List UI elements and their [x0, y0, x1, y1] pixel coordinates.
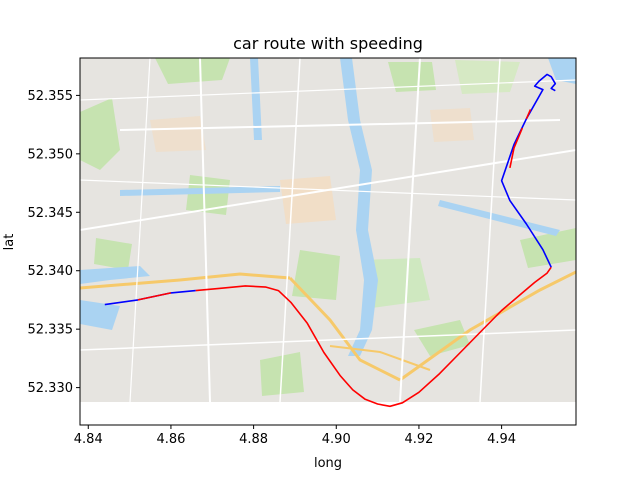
route-segment-2 [195, 266, 552, 408]
x-axis-ticks: 4.84 4.86 4.88 4.90 4.92 4.94 [74, 425, 516, 447]
y-axis-ticks: 52.330 52.335 52.340 52.345 52.350 52.355 [28, 89, 80, 396]
map-background [80, 58, 576, 425]
x-tick-label: 4.94 [487, 432, 516, 447]
y-tick-label: 52.350 [28, 147, 74, 162]
x-axis-label: long [314, 456, 342, 471]
y-tick-label: 52.355 [28, 89, 74, 104]
y-tick-label: 52.335 [28, 323, 74, 338]
route-segment-5 [525, 109, 532, 120]
route-segment-1 [137, 292, 172, 301]
x-tick-label: 4.92 [404, 432, 433, 447]
y-tick-label: 52.345 [28, 206, 74, 221]
y-axis-label: lat [2, 234, 17, 251]
x-tick-label: 4.90 [322, 432, 351, 447]
y-tick-label: 52.330 [28, 381, 74, 396]
route-segment-3 [500, 73, 557, 268]
x-tick-label: 4.88 [239, 432, 268, 447]
route-lines [104, 73, 557, 408]
chart-title: car route with speeding [233, 34, 423, 53]
y-tick-label: 52.340 [28, 264, 74, 279]
x-tick-label: 4.84 [74, 432, 103, 447]
x-tick-label: 4.86 [156, 432, 185, 447]
route-segment-4 [509, 127, 524, 169]
axes-frame [79, 57, 577, 426]
